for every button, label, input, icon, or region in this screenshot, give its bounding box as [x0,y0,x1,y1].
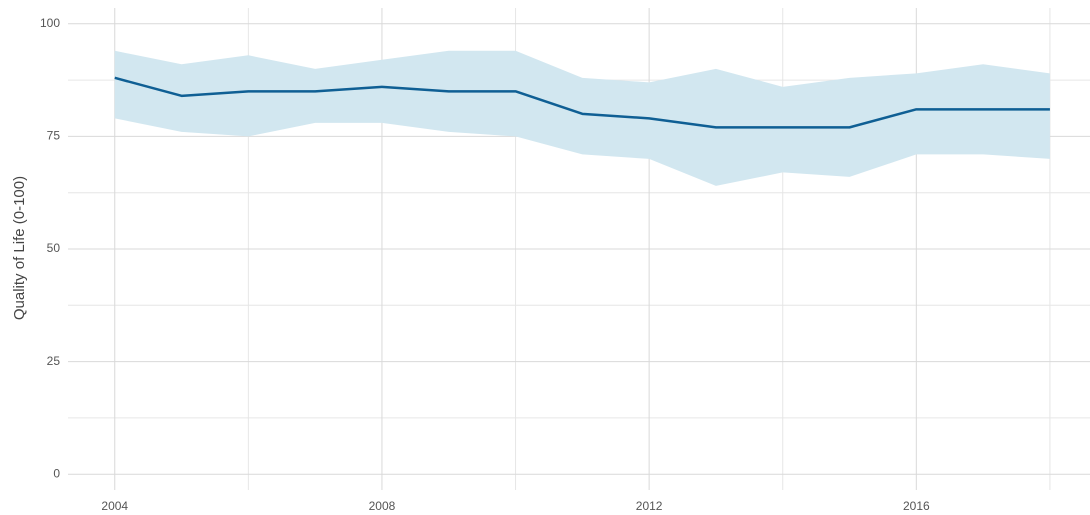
y-axis-title: Quality of Life (0-100) [11,176,28,320]
x-tick-label: 2004 [101,499,128,513]
line [114,76,1050,129]
y-tick-label: 0 [53,466,60,480]
confidence-band [114,50,1050,186]
y-tick-label: 100 [40,16,60,30]
x-tick-label: 2008 [369,499,396,513]
x-tick-label: 2016 [903,499,930,513]
x-tick-label: 2012 [636,499,663,513]
y-tick-label: 50 [47,241,61,255]
y-tick-label: 75 [47,129,61,143]
y-tick-label: 25 [47,354,61,368]
